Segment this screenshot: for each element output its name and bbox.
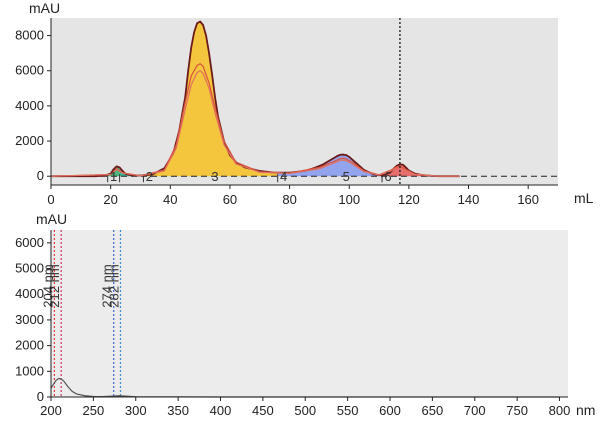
x-tick-label: 250 bbox=[83, 403, 105, 418]
fraction-label: 6 bbox=[384, 169, 391, 184]
x-tick-label: 700 bbox=[464, 403, 486, 418]
y-tick-label: 2000 bbox=[15, 338, 44, 353]
y-tick-label: 4000 bbox=[15, 98, 44, 113]
x-tick-label: 600 bbox=[379, 403, 401, 418]
x-tick-label: 40 bbox=[163, 192, 177, 207]
y-axis-title: mAU bbox=[36, 214, 67, 227]
x-tick-label: 800 bbox=[549, 403, 571, 418]
fraction-label: 1 bbox=[110, 169, 117, 184]
y-tick-label: 8000 bbox=[15, 28, 44, 43]
x-tick-label: 140 bbox=[458, 192, 480, 207]
plot-area bbox=[51, 230, 568, 397]
x-tick-label: 450 bbox=[252, 403, 274, 418]
x-tick-label: 400 bbox=[210, 403, 232, 418]
y-tick-label: 2000 bbox=[15, 133, 44, 148]
x-tick-label: 500 bbox=[294, 403, 316, 418]
x-tick-label: 160 bbox=[517, 192, 539, 207]
x-tick-label: 0 bbox=[47, 192, 54, 207]
y-tick-label: 3000 bbox=[15, 312, 44, 327]
x-tick-label: 20 bbox=[103, 192, 117, 207]
y-tick-label: 0 bbox=[37, 389, 44, 404]
x-axis-title: mL bbox=[574, 190, 594, 206]
y-axis-title: mAU bbox=[29, 0, 60, 16]
wavelength-label: 282 nm bbox=[106, 264, 121, 307]
plot-area bbox=[51, 18, 558, 185]
x-tick-label: 350 bbox=[167, 403, 189, 418]
x-tick-label: 200 bbox=[40, 403, 62, 418]
x-tick-label: 60 bbox=[223, 192, 237, 207]
fraction-area-3 bbox=[143, 21, 278, 177]
fraction-label: 4 bbox=[280, 169, 287, 184]
y-tick-label: 6000 bbox=[15, 235, 44, 250]
fraction-label: 5 bbox=[343, 169, 350, 184]
x-axis-title: nm bbox=[576, 402, 595, 418]
x-tick-label: 100 bbox=[338, 192, 360, 207]
x-tick-label: 80 bbox=[282, 192, 296, 207]
fraction-label: 2 bbox=[146, 169, 153, 184]
fraction-label: 3 bbox=[211, 169, 218, 184]
y-tick-label: 1000 bbox=[15, 363, 44, 378]
y-tick-label: 6000 bbox=[15, 63, 44, 78]
x-tick-label: 650 bbox=[422, 403, 444, 418]
x-tick-label: 300 bbox=[125, 403, 147, 418]
wavelength-label: 274 nm bbox=[100, 264, 115, 307]
x-tick-label: 120 bbox=[398, 192, 420, 207]
x-tick-label: 750 bbox=[506, 403, 528, 418]
wavelength-label: 204 nm bbox=[40, 264, 55, 307]
y-tick-label: 4000 bbox=[15, 286, 44, 301]
y-tick-label: 0 bbox=[37, 168, 44, 183]
series-line-3 bbox=[50, 70, 460, 177]
wavelength-label: 212 nm bbox=[47, 264, 62, 307]
x-tick-label: 550 bbox=[337, 403, 359, 418]
y-tick-label: 5000 bbox=[15, 261, 44, 276]
fraction-area-4 bbox=[277, 154, 383, 177]
